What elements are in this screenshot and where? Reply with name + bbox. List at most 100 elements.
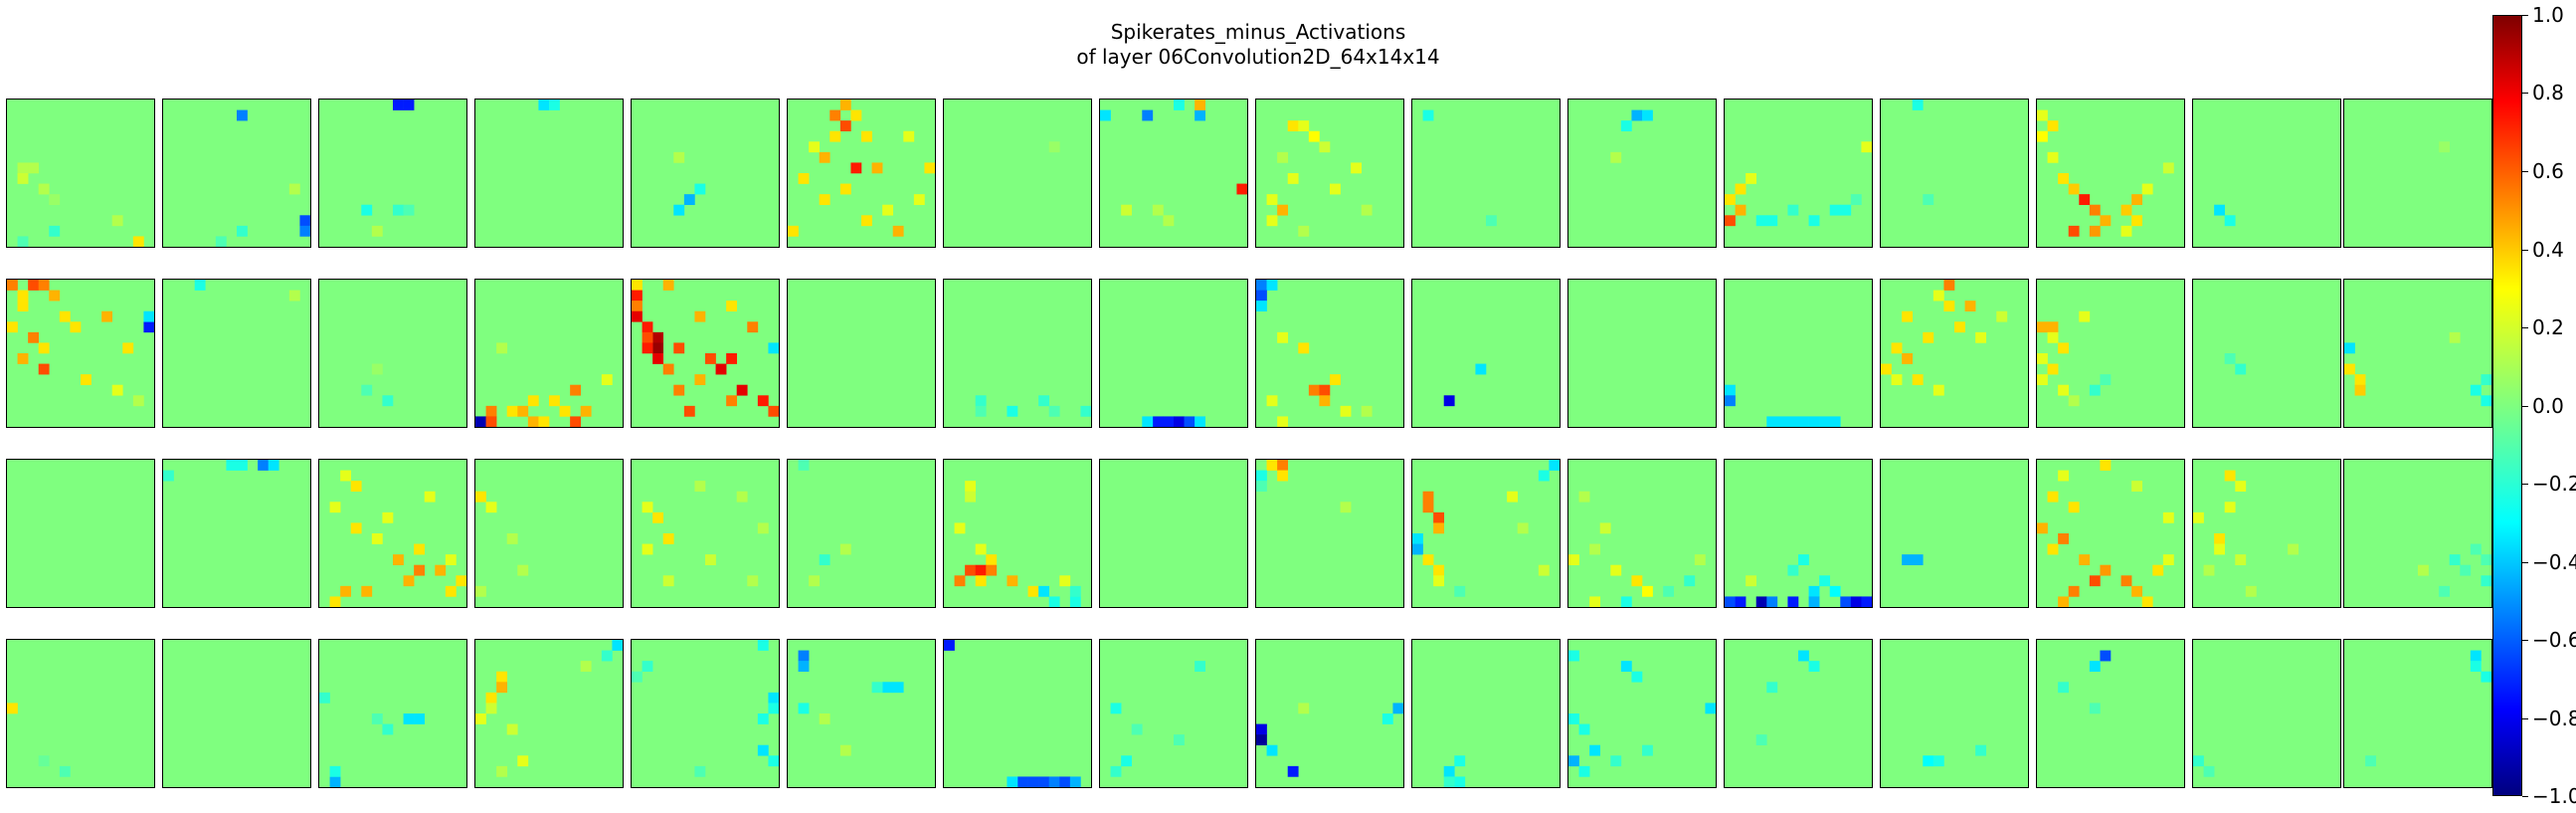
heatmap-cell <box>1954 321 1965 333</box>
feature-map-42 <box>1567 459 1717 608</box>
heatmap-cell <box>2100 460 2112 471</box>
feature-map-40 <box>1255 459 1404 608</box>
heatmap-cell <box>1007 575 1018 587</box>
heatmap-cell <box>1746 575 1757 587</box>
colorbar-tick-label: −0.8 <box>2532 707 2576 730</box>
heatmap-cell <box>1266 395 1278 407</box>
chart-title: Spikerates_minus_Activations of layer 06… <box>0 20 2516 70</box>
heatmap-cell <box>28 280 40 291</box>
feature-map-31-image <box>2344 331 2491 407</box>
feature-map-62-image <box>2193 755 2215 777</box>
feature-map-35-image <box>475 491 529 597</box>
heatmap-cell <box>662 533 674 544</box>
heatmap-cell <box>527 395 539 407</box>
heatmap-cell <box>652 342 664 354</box>
feature-map-6 <box>943 99 1092 248</box>
heatmap-cell <box>38 755 50 767</box>
heatmap-cell <box>924 162 935 174</box>
heatmap-cell <box>2100 215 2112 227</box>
heatmap-cell <box>81 374 92 386</box>
heatmap-cell <box>1475 363 1487 375</box>
heatmap-cell <box>1266 460 1278 471</box>
heatmap-cell <box>1256 280 1267 291</box>
feature-map-32 <box>6 459 155 608</box>
heatmap-cell <box>1007 405 1018 417</box>
heatmap-cell <box>17 353 29 364</box>
heatmap-cell <box>1048 596 1060 607</box>
heatmap-cell <box>2058 342 2070 354</box>
heatmap-cell <box>1684 575 1696 587</box>
heatmap-cell <box>1599 522 1611 534</box>
feature-map-36-image <box>642 481 769 587</box>
heatmap-cell <box>1808 215 1820 227</box>
heatmap-cell <box>892 225 904 237</box>
heatmap-cell <box>1902 353 1914 364</box>
colorbar-tick <box>2522 171 2528 172</box>
heatmap-cell <box>642 342 653 354</box>
heatmap-cell <box>1048 405 1060 417</box>
heatmap-cell <box>1923 194 1934 206</box>
heatmap-cell <box>2037 353 2048 364</box>
heatmap-cell <box>485 416 497 427</box>
heatmap-cell <box>2068 585 2080 597</box>
heatmap-cell <box>986 564 998 576</box>
heatmap-cell <box>445 585 457 597</box>
heatmap-cell <box>2047 120 2059 132</box>
feature-map-49-image <box>163 640 310 787</box>
heatmap-cell <box>683 405 695 417</box>
feature-map-39 <box>1099 459 1248 608</box>
feature-map-28 <box>1880 279 2029 428</box>
heatmap-cell <box>768 405 779 417</box>
heatmap-cell <box>1277 204 1289 216</box>
heatmap-cell <box>819 713 830 724</box>
heatmap-cell <box>2100 374 2112 386</box>
heatmap-cell <box>2068 183 2080 195</box>
heatmap-cell <box>1620 120 1632 132</box>
feature-map-45 <box>2036 459 2185 608</box>
heatmap-cell <box>1422 109 1434 121</box>
heatmap-cell <box>861 215 872 227</box>
heatmap-cell <box>1943 280 1955 291</box>
heatmap-cell <box>1808 416 1820 427</box>
heatmap-cell <box>632 280 643 291</box>
heatmap-cell <box>632 671 643 683</box>
heatmap-cell <box>1766 682 1778 694</box>
feature-map-21-image <box>788 280 935 427</box>
feature-map-22-image <box>975 395 1091 417</box>
heatmap-cell <box>798 460 810 471</box>
heatmap-cell <box>1850 596 1862 607</box>
heatmap-cell <box>2089 225 2101 237</box>
heatmap-cell <box>2214 543 2226 555</box>
heatmap-cell <box>288 290 300 302</box>
feature-map-45-image <box>2037 460 2174 607</box>
feature-map-15 <box>2343 99 2492 248</box>
heatmap-cell <box>975 405 987 417</box>
feature-map-24 <box>1255 279 1404 428</box>
heatmap-cell <box>371 533 383 544</box>
heatmap-cell <box>747 575 759 587</box>
heatmap-cell <box>17 290 29 302</box>
heatmap-cell <box>632 290 643 302</box>
feature-map-58-image <box>1568 650 1716 777</box>
feature-map-62 <box>2192 639 2341 788</box>
heatmap-cell <box>2481 374 2491 386</box>
heatmap-cell <box>1912 374 1924 386</box>
colorbar-tick <box>2522 562 2528 563</box>
feature-map-9 <box>1411 99 1561 248</box>
heatmap-cell <box>1319 141 1331 153</box>
heatmap-cell <box>1059 776 1071 787</box>
heatmap-cell <box>2449 554 2461 566</box>
feature-map-23-image <box>1142 416 1206 427</box>
heatmap-cell <box>2037 130 2048 142</box>
heatmap-cell <box>726 353 738 364</box>
feature-map-21 <box>787 279 936 428</box>
heatmap-cell <box>1287 765 1299 777</box>
heatmap-cell <box>1361 405 1373 417</box>
heatmap-cell <box>1287 173 1299 184</box>
heatmap-cell <box>1746 173 1757 184</box>
heatmap-cell <box>1589 596 1601 607</box>
heatmap-cell <box>1059 575 1071 587</box>
colorbar-tick-label: −0.4 <box>2532 550 2576 574</box>
feature-map-57-image <box>1443 755 1466 787</box>
heatmap-cell <box>965 491 977 503</box>
